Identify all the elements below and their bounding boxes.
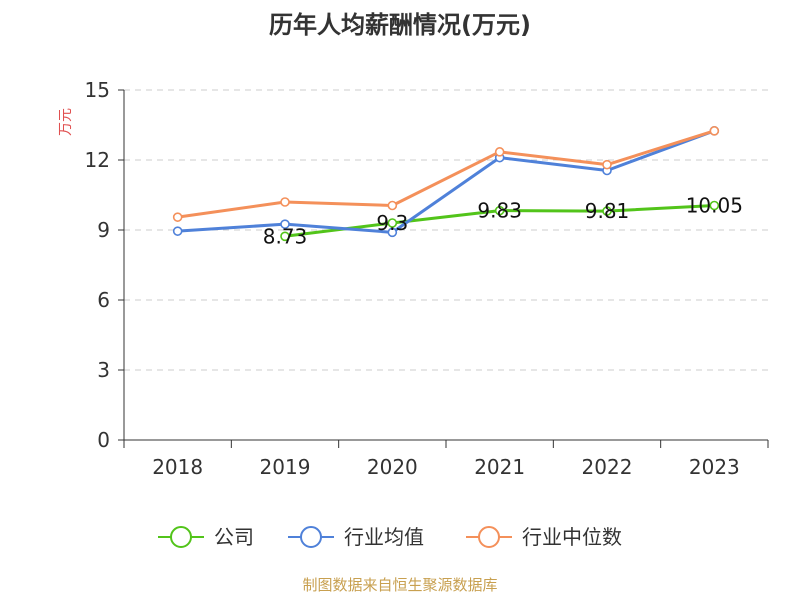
legend-marker bbox=[170, 526, 192, 548]
y-tick-label: 15 bbox=[85, 78, 110, 102]
data-label: 8.73 bbox=[263, 224, 308, 248]
x-tick-label: 2021 bbox=[474, 455, 525, 479]
y-tick-label: 9 bbox=[97, 218, 110, 242]
x-tick-label: 2019 bbox=[260, 455, 311, 479]
series-point-3 bbox=[387, 200, 398, 211]
source-note: 制图数据来自恒生聚源数据库 bbox=[302, 576, 497, 594]
series-point-1 bbox=[387, 218, 398, 228]
legend-item-3[interactable]: 行业中位数 bbox=[466, 525, 622, 549]
legend[interactable]: 公司 行业均值 行业中位数 bbox=[158, 525, 622, 549]
series-point-3 bbox=[172, 212, 183, 222]
x-tick-label: 2022 bbox=[582, 455, 633, 479]
data-label: 9.81 bbox=[585, 199, 630, 223]
series-point-1 bbox=[602, 206, 612, 216]
series-point-2 bbox=[387, 227, 398, 238]
data-label: 9.83 bbox=[477, 199, 522, 223]
y-axis-label: 万元 bbox=[58, 108, 74, 136]
chart-title: 历年人均薪酬情况(万元) bbox=[269, 11, 531, 39]
y-tick-label: 6 bbox=[97, 288, 110, 312]
series-line-2 bbox=[177, 129, 715, 234]
y-tick-label: 0 bbox=[97, 428, 110, 452]
data-label: 10.05 bbox=[686, 194, 743, 218]
legend-marker bbox=[478, 526, 500, 548]
legend-label: 行业中位数 bbox=[522, 525, 622, 549]
x-tick-label: 2018 bbox=[152, 455, 203, 479]
series-point-1 bbox=[709, 200, 720, 211]
y-tick-label: 3 bbox=[97, 358, 110, 382]
legend-marker bbox=[300, 526, 322, 548]
legend-item-2[interactable]: 行业均值 bbox=[288, 525, 424, 549]
x-tick-label: 2023 bbox=[689, 455, 740, 479]
legend-label: 公司 bbox=[214, 525, 254, 549]
series-point-1 bbox=[280, 231, 290, 242]
series-point-3 bbox=[494, 147, 505, 157]
series-point-3 bbox=[709, 126, 720, 136]
grid-lines bbox=[124, 89, 768, 371]
legend-label: 行业均值 bbox=[344, 525, 424, 549]
series-group bbox=[172, 126, 720, 242]
series-line-3 bbox=[177, 129, 715, 219]
series-point-3 bbox=[602, 159, 612, 170]
data-label: 9.3 bbox=[376, 211, 408, 235]
axes: 0 3 6 9 12 15 2018 2019 2020 2021 2022 2023 bbox=[85, 78, 769, 479]
series-point-3 bbox=[280, 197, 290, 207]
y-tick-label: 12 bbox=[85, 148, 110, 172]
legend-item-1[interactable]: 公司 bbox=[158, 525, 254, 549]
data-labels: 8.73 9.3 9.83 9.81 10.05 bbox=[263, 194, 743, 249]
x-tick-label: 2020 bbox=[367, 455, 418, 479]
series-point-1 bbox=[494, 205, 505, 216]
series-point-2 bbox=[172, 226, 183, 236]
series-point-2 bbox=[280, 219, 290, 229]
